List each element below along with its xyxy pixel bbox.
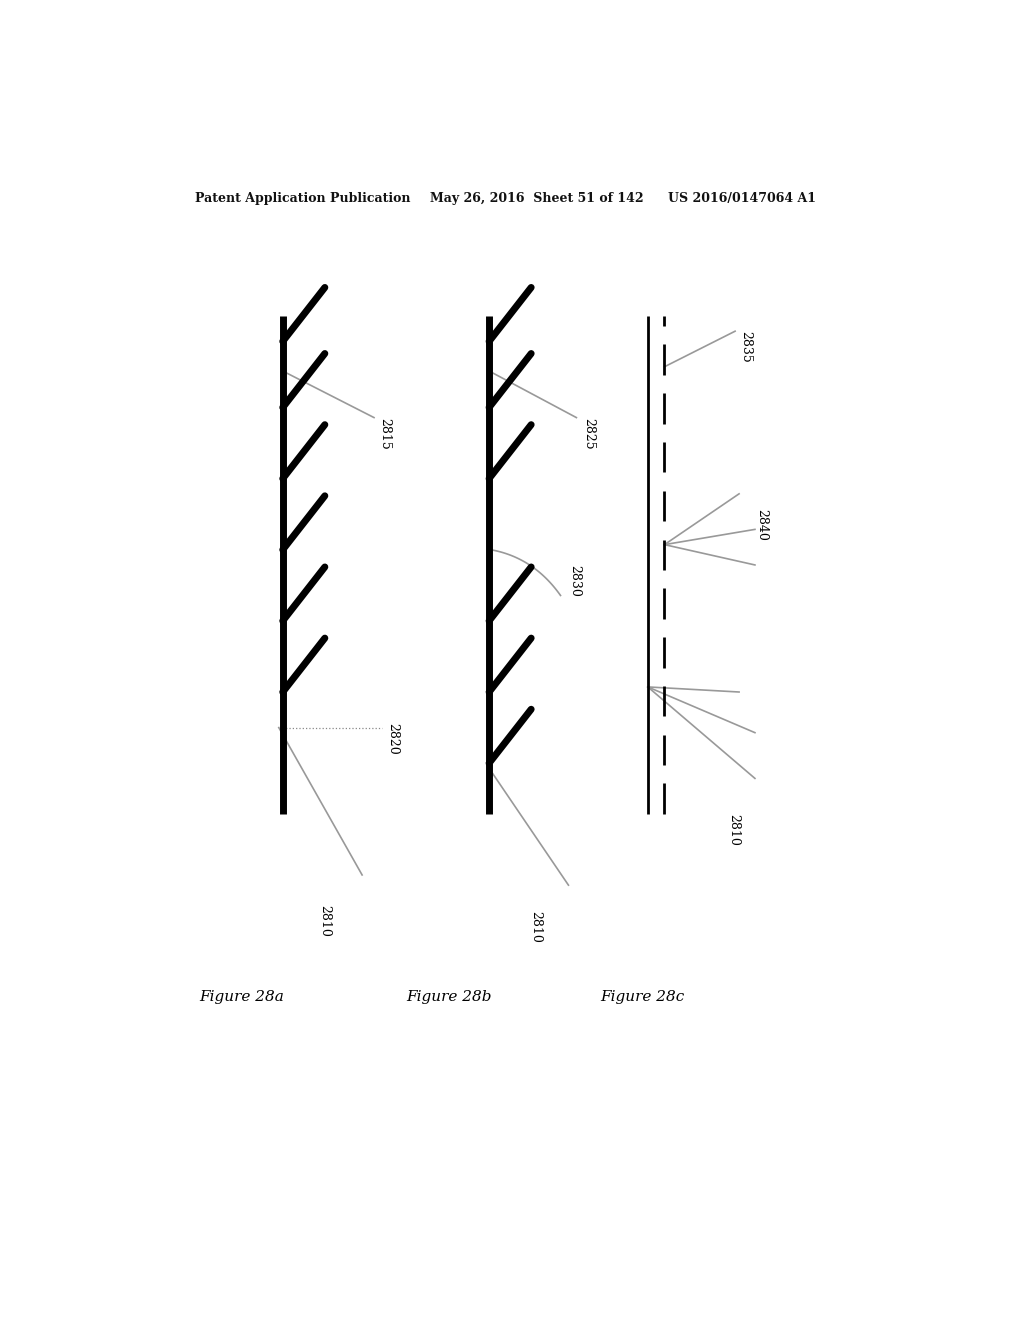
Text: Figure 28c: Figure 28c xyxy=(600,990,684,1005)
Text: 2810: 2810 xyxy=(528,911,542,942)
Text: Figure 28a: Figure 28a xyxy=(200,990,285,1005)
Text: May 26, 2016  Sheet 51 of 142: May 26, 2016 Sheet 51 of 142 xyxy=(430,191,643,205)
Text: 2810: 2810 xyxy=(727,814,740,846)
Text: 2825: 2825 xyxy=(582,417,595,449)
Text: 2815: 2815 xyxy=(378,417,391,449)
Text: Patent Application Publication: Patent Application Publication xyxy=(196,191,411,205)
Text: 2810: 2810 xyxy=(318,906,332,937)
Text: 2840: 2840 xyxy=(755,510,768,541)
Text: 2830: 2830 xyxy=(568,565,582,597)
Text: US 2016/0147064 A1: US 2016/0147064 A1 xyxy=(668,191,816,205)
Text: Figure 28b: Figure 28b xyxy=(406,990,492,1005)
Text: 2835: 2835 xyxy=(739,331,752,363)
Text: 2820: 2820 xyxy=(386,722,399,754)
